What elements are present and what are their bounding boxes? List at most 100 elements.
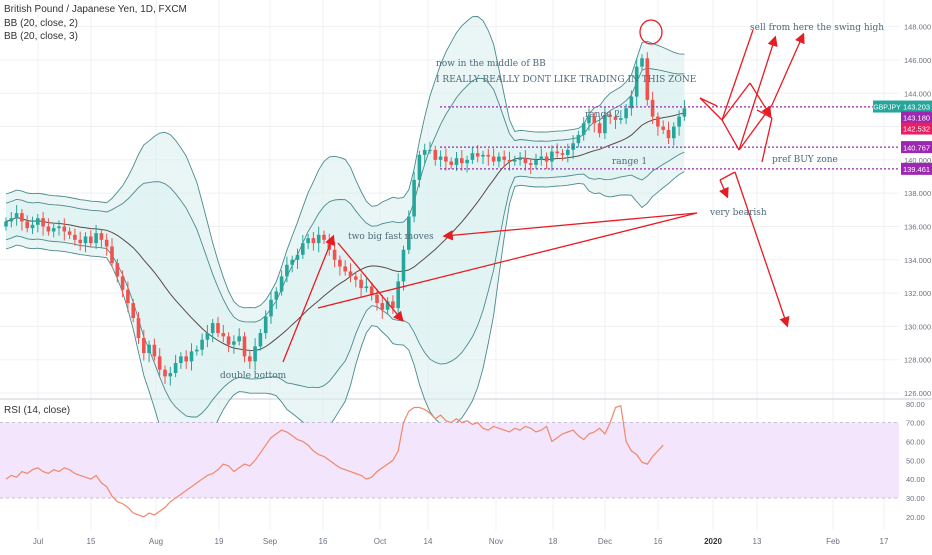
time-axis-label: 14 [424, 537, 433, 546]
time-axis[interactable]: Jul 15 Aug 19 Sep 16 Oct 14 Nov 18 Dec 16 2020 13 Feb 1… [33, 537, 889, 546]
candle-body [385, 301, 390, 310]
bb2-upper [5, 67, 685, 323]
rsi-axis-label: 30.00 [906, 494, 925, 503]
candle-body [348, 271, 353, 277]
candle-body [168, 373, 173, 377]
candle-body [184, 356, 188, 362]
bear-zig-arrow [719, 179, 729, 199]
candle-body [89, 236, 93, 244]
symbol-tag-label: GBPJPY [873, 105, 901, 112]
time-axis-label: 13 [753, 537, 762, 546]
candle-body [634, 66, 639, 97]
candle-body [391, 301, 395, 309]
candle-body [539, 156, 544, 160]
candle-body [78, 239, 82, 244]
candle-body [438, 156, 443, 160]
price-axis-label: 136.000 [904, 222, 931, 231]
time-axis-label: 16 [319, 537, 328, 546]
candle-body [290, 259, 294, 265]
annotation-text: I REALLY REALLY DONT LIKE TRADING IN THI… [436, 75, 696, 85]
bear-zig-1 [719, 171, 736, 181]
candle-body [433, 149, 438, 160]
candle-body [560, 153, 565, 155]
candle-body [587, 116, 591, 124]
price-tag-bg [901, 162, 932, 175]
annotation-text: two big fast moves [348, 232, 434, 242]
zig-9 [761, 117, 773, 163]
candle-body [20, 213, 24, 222]
candle-body [269, 299, 273, 317]
candle-body [195, 349, 199, 352]
candle-body [62, 226, 67, 232]
candle-body [9, 218, 14, 222]
rsi-axis-label: 80.00 [906, 400, 925, 409]
bb2-legend: BB (20, close, 3) [4, 31, 78, 42]
candle-body [311, 238, 316, 244]
candle-body [338, 259, 342, 267]
candle-body [369, 286, 374, 295]
candle-body [470, 153, 475, 160]
rsi-legend: RSI (14, close) [4, 405, 71, 416]
price-tag-bg [901, 141, 932, 154]
candle-body [279, 276, 284, 292]
candle-body [640, 58, 644, 67]
candle-body [375, 294, 379, 304]
symbol-tag-bg [873, 100, 901, 113]
time-axis-label: Feb [826, 537, 840, 546]
candle-body [322, 234, 326, 240]
candle-body [36, 218, 40, 225]
candle-body [364, 286, 369, 289]
candle-body [248, 356, 252, 362]
rsi-line [5, 404, 664, 518]
candle-body [126, 289, 130, 304]
candle-body [417, 154, 422, 180]
candle-body [306, 238, 310, 244]
price-axis-label: 126.000 [904, 389, 931, 398]
candle-body [157, 356, 162, 370]
candle-body [449, 161, 453, 165]
swing-high-circle [639, 19, 663, 45]
candle-body [629, 96, 634, 109]
time-axis-label: Aug [149, 537, 163, 546]
candle-body [619, 118, 623, 120]
candle-body [491, 156, 496, 162]
candle-body [513, 159, 517, 162]
candle-body [661, 126, 665, 130]
candle-body [624, 108, 628, 119]
symbol-legend: British Pound / Japanese Yen, 1D, FXCM [4, 4, 187, 15]
annotations: now in the middle of BB I REALLY REALLY D… [220, 23, 884, 381]
rsi-pane [0, 404, 899, 518]
candle-body [592, 116, 597, 124]
candle-body [226, 336, 231, 345]
time-axis-label: 17 [880, 537, 889, 546]
time-axis-label: 2020 [704, 537, 722, 546]
candle-body [454, 158, 459, 165]
candle-body [465, 159, 469, 164]
candle-body [83, 236, 88, 244]
price-axis-label: 128.000 [904, 356, 931, 365]
candle-body [41, 218, 45, 227]
candle-body [30, 224, 35, 229]
candle-body [263, 316, 268, 334]
candle-body [380, 303, 385, 310]
price-tag-value: 143.180 [903, 114, 930, 123]
price-tag-value: 143.203 [903, 103, 930, 112]
sell-arrow-2 [738, 35, 778, 151]
candle-body [460, 158, 464, 164]
candle-body [581, 123, 586, 135]
rsi-band [0, 422, 899, 498]
candle-body [136, 318, 141, 339]
annotation-text: sell from here the swing high [750, 23, 884, 33]
candle-body [131, 303, 135, 319]
time-axis-label: 18 [549, 537, 558, 546]
price-axis-label: 134.000 [904, 256, 931, 265]
rsi-axis-label: 60.00 [906, 437, 925, 446]
candle-body [46, 226, 51, 232]
candle-body [566, 149, 570, 155]
candle-body [173, 363, 178, 374]
candle-body [163, 369, 167, 377]
candle-body [274, 291, 279, 300]
price-axis-label: 144.000 [904, 89, 931, 98]
